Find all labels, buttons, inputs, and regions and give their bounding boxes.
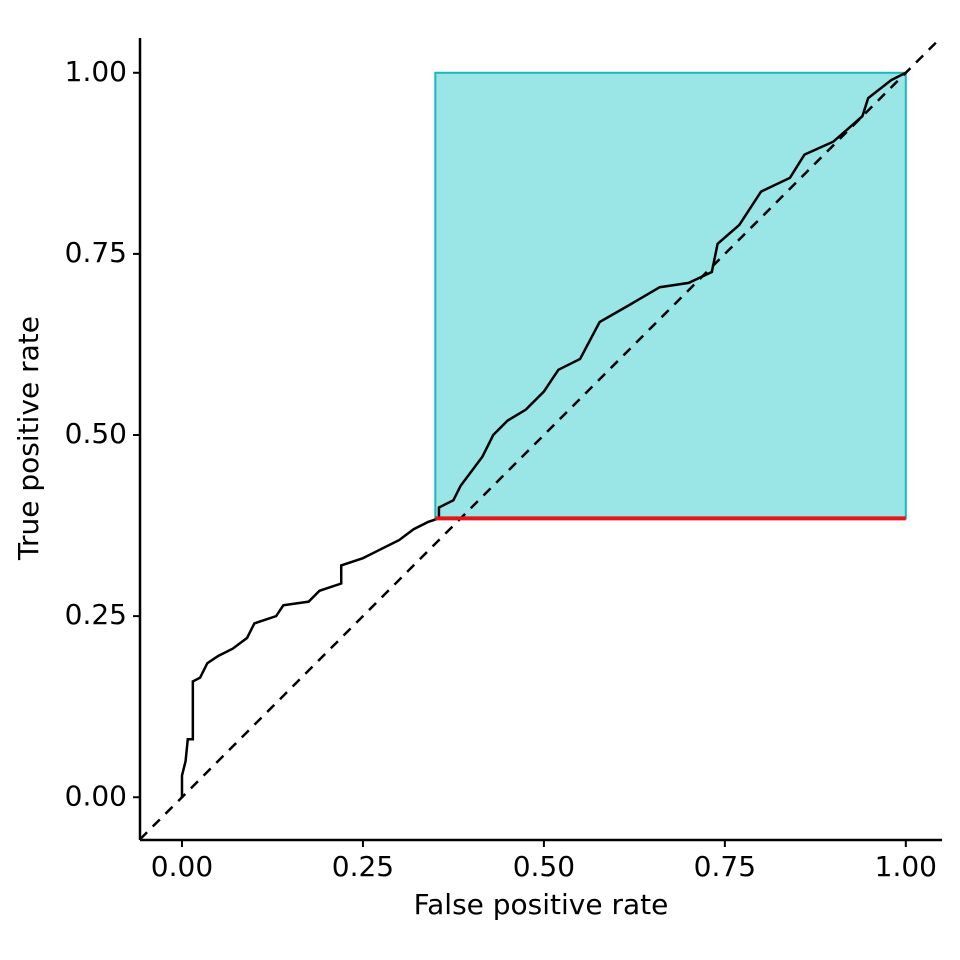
- y-tick-label: 0.25: [65, 598, 127, 631]
- x-tick-label: 0.75: [694, 850, 756, 883]
- y-tick-label: 0.75: [65, 236, 127, 269]
- y-tick-label: 0.50: [65, 417, 127, 450]
- partial-auc-region: [434, 71, 907, 520]
- roc-curve: [180, 71, 907, 798]
- x-tick-label: 0.50: [513, 850, 575, 883]
- y-tick-label: 1.00: [65, 55, 127, 88]
- x-axis-title: False positive rate: [414, 888, 669, 921]
- y-axis-title: True positive rate: [12, 316, 45, 561]
- x-tick-label: 1.00: [875, 850, 937, 883]
- x-tick-label: 0.25: [332, 850, 394, 883]
- x-tick-label: 0.00: [151, 850, 213, 883]
- y-tick-label: 0.00: [65, 779, 127, 812]
- reference-diagonal: [140, 38, 942, 840]
